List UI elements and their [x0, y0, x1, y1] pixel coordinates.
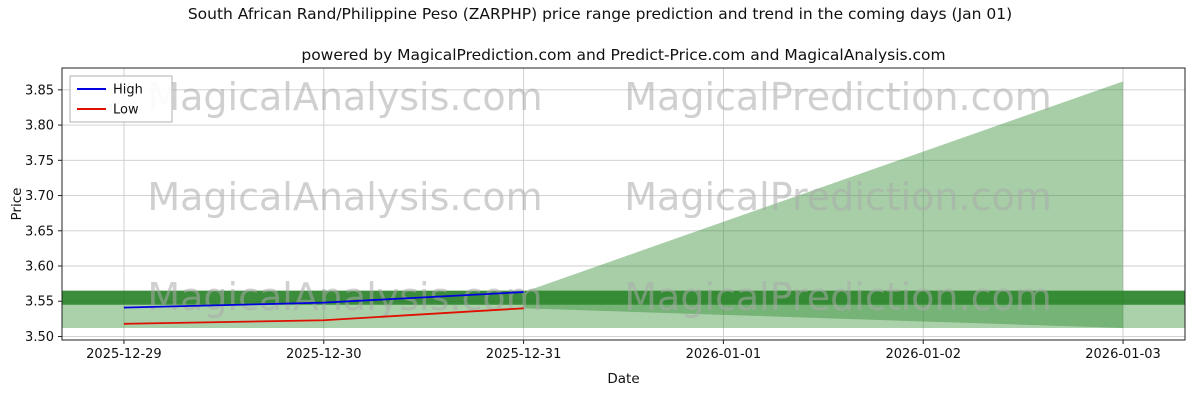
y-tick-label: 3.85: [25, 83, 54, 98]
watermark-text: MagicalPrediction.com: [624, 275, 1052, 319]
x-tick-label: 2025-12-30: [286, 347, 362, 362]
y-tick-label: 3.70: [25, 189, 54, 204]
watermark-text: MagicalAnalysis.com: [147, 175, 542, 219]
y-tick-label: 3.50: [25, 330, 54, 345]
legend: High Low: [69, 75, 173, 123]
x-tick-label: 2026-01-02: [885, 347, 961, 362]
y-tick-label: 3.65: [25, 224, 54, 239]
chart-title: South African Rand/Philippine Peso (ZARP…: [187, 5, 1013, 23]
watermark-text: MagicalAnalysis.com: [147, 275, 542, 319]
x-tick-label: 2025-12-31: [486, 347, 562, 362]
y-tick-label: 3.60: [25, 260, 54, 275]
high-line: [123, 291, 524, 309]
chart-subtitle: powered by MagicalPrediction.com and Pre…: [301, 46, 946, 64]
y-axis-label: Price: [9, 187, 25, 221]
plot-border: [61, 67, 1186, 341]
legend-label: Low: [113, 103, 139, 118]
watermark-text: MagicalPrediction.com: [624, 175, 1052, 219]
watermark-text: MagicalAnalysis.com: [147, 75, 542, 119]
x-tick-label: 2026-01-01: [686, 347, 762, 362]
legend-box: [69, 75, 173, 123]
x-axis-label: Date: [607, 371, 640, 387]
watermark-text: MagicalPrediction.com: [624, 75, 1052, 119]
y-tick-label: 3.80: [25, 119, 54, 134]
low-line: [123, 307, 524, 325]
x-tick-label: 2025-12-29: [86, 347, 162, 362]
y-tick-label: 3.75: [25, 154, 54, 169]
x-tick-label: 2026-01-03: [1085, 347, 1161, 362]
legend-label: High: [113, 83, 143, 98]
forecast-cone: [523, 81, 1124, 329]
y-tick-label: 3.55: [25, 295, 54, 310]
